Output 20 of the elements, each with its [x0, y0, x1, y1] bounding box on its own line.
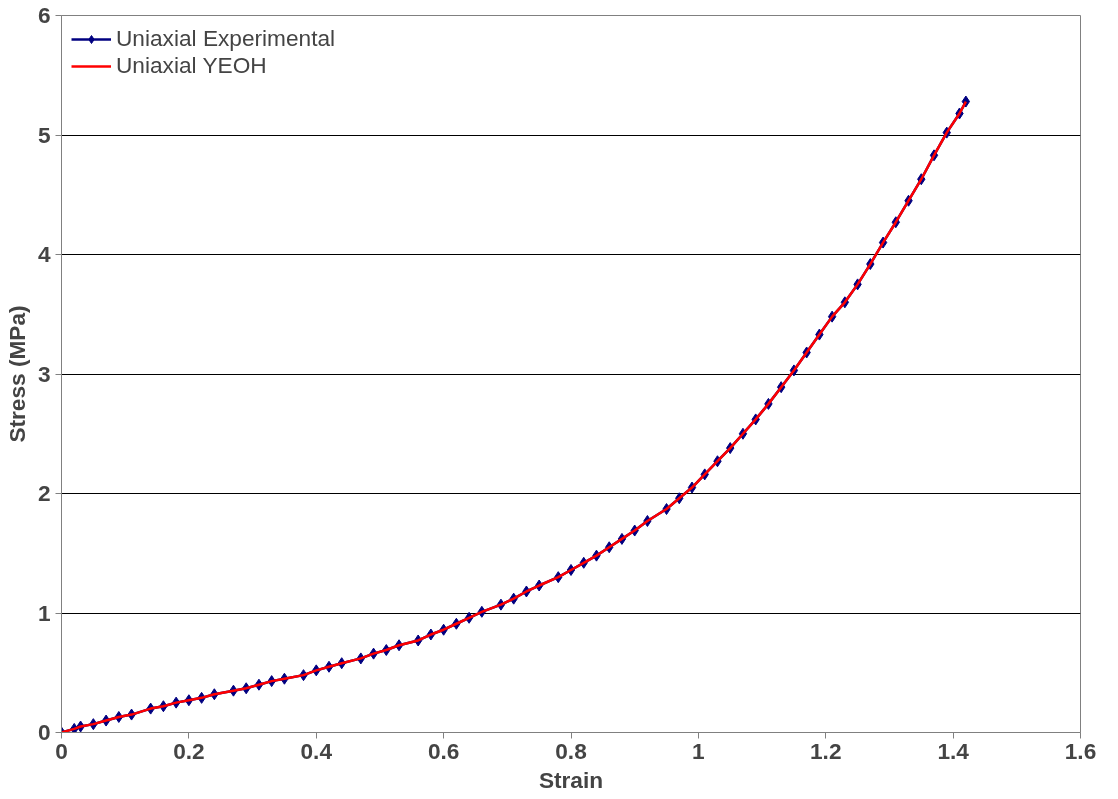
y-tick-label: 6: [37, 2, 51, 28]
y-tick-label: 0: [37, 719, 51, 745]
x-tick-label: 1.6: [1064, 737, 1097, 764]
y-axis-title: Stress (MPa): [3, 305, 30, 443]
x-tick-label: 0.8: [555, 737, 587, 764]
x-tick-label: 0: [55, 737, 68, 764]
legend-label: Uniaxial Experimental: [116, 25, 336, 52]
y-tick-label: 1: [37, 599, 51, 626]
x-tick-label: 1.2: [810, 737, 842, 764]
x-tick-label: 0.2: [173, 737, 205, 764]
y-tick-label: 5: [37, 121, 51, 148]
y-tick-label: 3: [37, 360, 51, 387]
x-tick-label: 1.4: [937, 737, 970, 764]
x-axis-title: Strain: [538, 766, 604, 793]
y-tick-label: 2: [37, 480, 51, 506]
legend-label: Uniaxial YEOH: [116, 52, 267, 79]
x-tick-label: 0.6: [427, 737, 460, 764]
x-tick-label: 0.4: [300, 737, 333, 764]
y-tick-label: 4: [37, 241, 51, 267]
x-tick-label: 1: [692, 737, 705, 764]
